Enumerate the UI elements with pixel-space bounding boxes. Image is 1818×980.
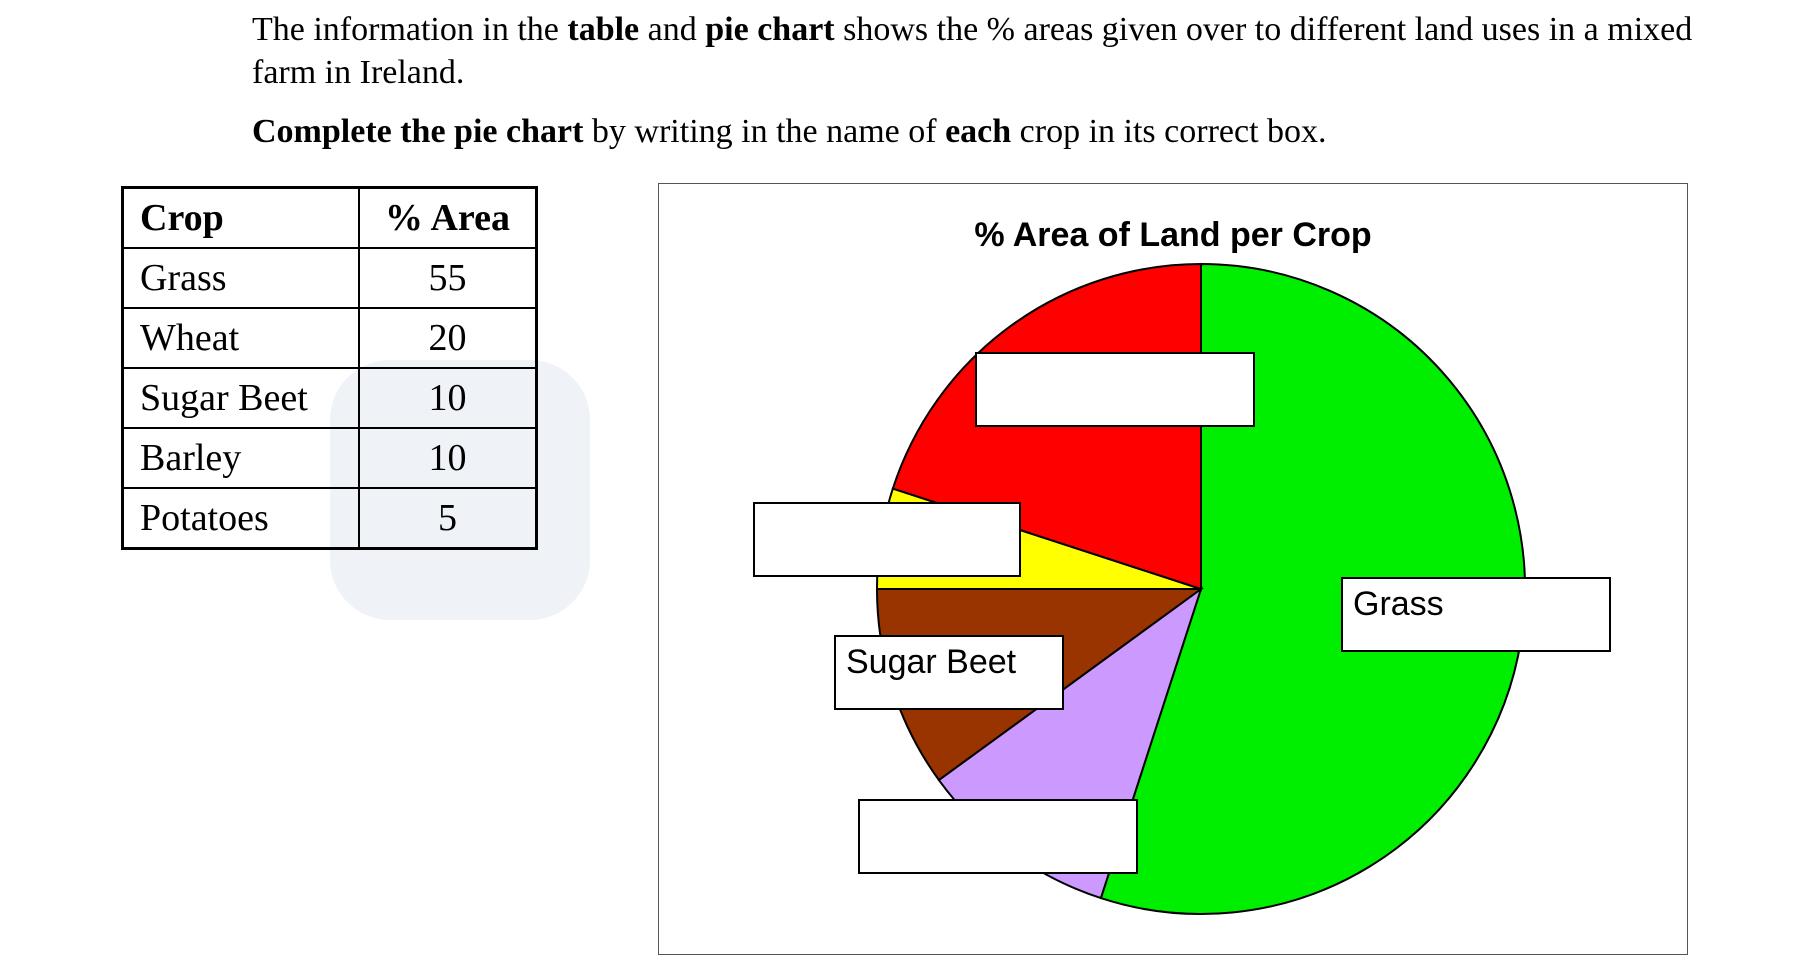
label-box-empty[interactable]	[753, 502, 1021, 577]
table-row: Potatoes 5	[121, 487, 538, 550]
question-intro: The information in the table and pie cha…	[252, 8, 1732, 153]
crop-name-cell: Wheat	[121, 307, 360, 369]
intro-paragraph: The information in the table and pie cha…	[252, 11, 1693, 91]
crop-area-cell: 10	[358, 427, 538, 489]
label-box-grass[interactable]: Grass	[1341, 577, 1611, 652]
table-row: Sugar Beet 10	[121, 367, 538, 429]
label-box-empty[interactable]	[975, 352, 1255, 427]
chart-title: % Area of Land per Crop	[974, 216, 1371, 254]
crop-area-cell: 55	[358, 247, 538, 309]
crop-area-cell: 20	[358, 307, 538, 369]
label-box-sugar-beet[interactable]: Sugar Beet	[834, 635, 1064, 710]
instruction-paragraph: Complete the pie chart by writing in the…	[252, 113, 1327, 150]
crop-area-cell: 10	[358, 367, 538, 429]
crop-name-cell: Potatoes	[121, 487, 360, 550]
label-box-empty[interactable]	[858, 799, 1138, 874]
table-header-row: Crop % Area	[121, 186, 538, 249]
pie-chart-frame: % Area of Land per Crop Grass Sugar Beet	[658, 183, 1688, 955]
header-crop: Crop	[121, 186, 360, 249]
crop-area-cell: 5	[358, 487, 538, 550]
crop-name-cell: Barley	[121, 427, 360, 489]
crop-area-table: Crop % Area Grass 55 Wheat 20 Sugar Beet…	[121, 186, 538, 550]
table-row: Wheat 20	[121, 307, 538, 369]
table-row: Grass 55	[121, 247, 538, 309]
crop-name-cell: Sugar Beet	[121, 367, 360, 429]
header-area: % Area	[358, 186, 538, 249]
crop-name-cell: Grass	[121, 247, 360, 309]
table-row: Barley 10	[121, 427, 538, 489]
